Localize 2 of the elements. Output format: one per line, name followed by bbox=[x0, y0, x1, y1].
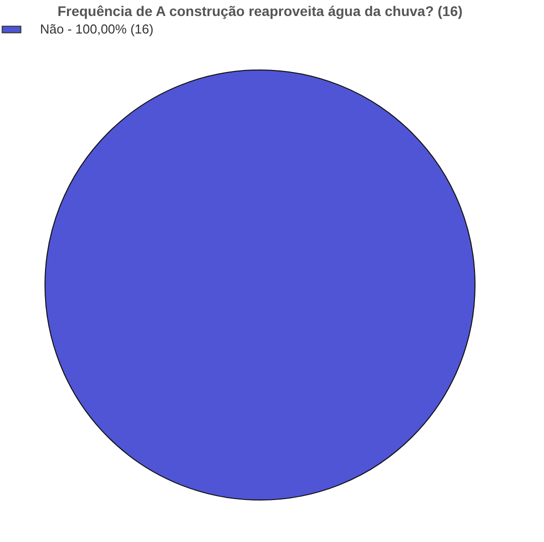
legend-label: Não - 100,00% (16) bbox=[40, 22, 154, 36]
chart-title: Frequência de A construção reaproveita água da chuva? (16) bbox=[57, 3, 463, 19]
